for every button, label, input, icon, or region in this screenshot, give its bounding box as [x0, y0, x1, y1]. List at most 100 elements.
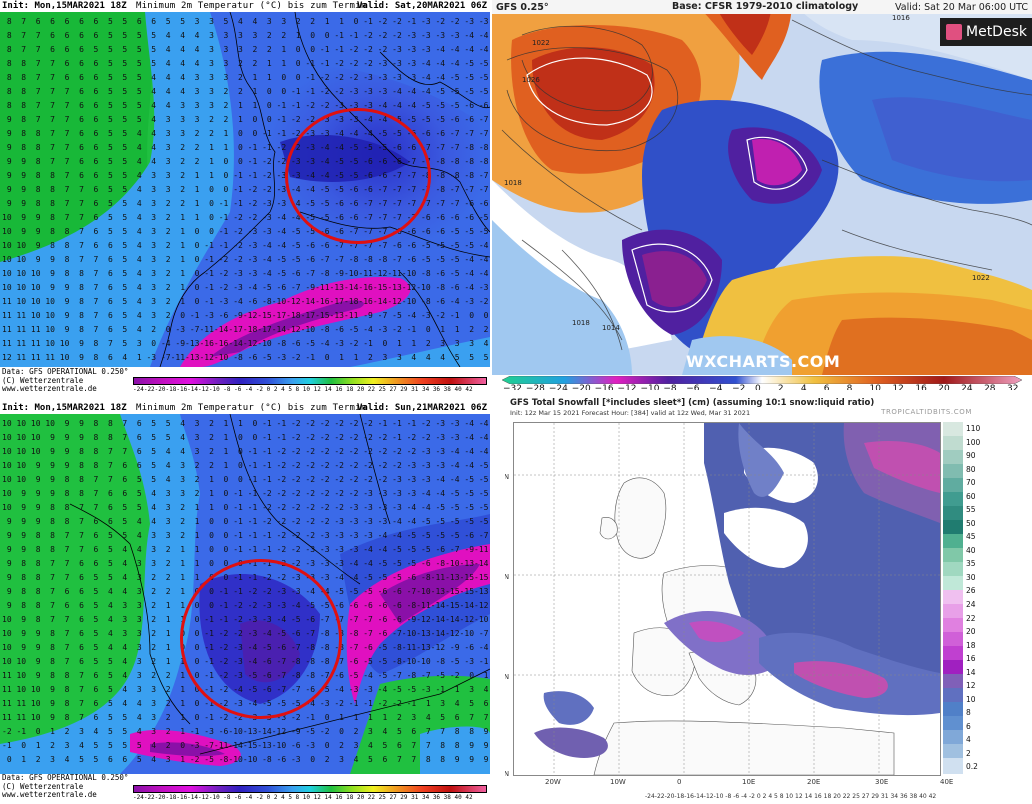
longitude-label: 0 [677, 778, 682, 786]
map-footer: Data: GFS OPERATIONAL 0.250° (C) Wetterz… [2, 773, 128, 800]
svg-text:10 9 9 9 8 8 7 6 6 5: 10 9 9 9 8 8 7 6 6 5 4 3 3 2 1 0 -1 -1 -… [2, 489, 490, 498]
colorbar-tick-label: −20 [571, 384, 591, 390]
temperature-scale-labels: -24-22-20-18-16-14-12-10 -8 -6 -4 -2 0 2… [133, 386, 473, 393]
data-source: Data: GFS OPERATIONAL 0.250° [2, 367, 129, 376]
temperature-scale-bar [133, 785, 487, 793]
svg-text:11 11 11 10 10 9 8 7 5 3: 11 11 11 10 10 9 8 7 5 3 0 -4 -9-13-16-1… [2, 339, 490, 348]
legend-tick-label: 24 [966, 600, 976, 609]
base-label: Base: CFSR 1979-2010 climatology [672, 1, 859, 12]
longitude-label: 20E [807, 778, 821, 786]
legend-tick-label: 35 [966, 559, 976, 569]
colorbar-tick-label: 6 [823, 384, 830, 390]
svg-text:-2 -1 0 1 2 3 4 5 5 4: -2 -1 0 1 2 3 4 5 5 4 3 2 1 -1 -3 -6-10-… [2, 727, 490, 736]
legend-tick-label: 6 [966, 721, 971, 731]
colorbar-tick-label: −6 [686, 384, 700, 390]
colorbar-tick-label: −8 [663, 384, 677, 390]
legend-tick-label: 0.2 [966, 762, 978, 772]
colorbar-tick-label: 8 [846, 384, 853, 390]
legend-tick-label: 60 [966, 491, 976, 501]
latitude-label: 40N [505, 673, 510, 681]
longitude-label: 40E [940, 778, 954, 786]
map-header: Init: Mon,15MAR2021 18Z Minimum 2m Tempe… [0, 402, 490, 414]
colorbar-tick-label: 0 [755, 384, 761, 390]
copyright: (C) Wetterzentrale [2, 375, 84, 385]
legend-tick-label: 14 [966, 667, 976, 677]
svg-text:9 8 8 7 7 6 6 5 5 4: 9 8 8 7 7 6 6 5 5 4 4 3 2 2 1 1 0 -1 -1 … [2, 143, 490, 152]
svg-text:0 1 2 3 4 5 5 6 6 5: 0 1 2 3 4 5 5 6 6 5 4 3 1 -2 -5 -8-10-10… [2, 755, 490, 764]
copyright: (C) Wetterzentrale [2, 781, 84, 791]
svg-text:1022: 1022 [972, 274, 990, 282]
colorbar-tick-label: 4 [800, 384, 807, 390]
svg-text:10 9 9 8 7 7 6 5 5 4: 10 9 9 8 7 7 6 5 5 4 3 2 1 1 0 -1 -2 -2 … [2, 213, 490, 222]
svg-text:10 10 10 9 9 9 8 8 7 6: 10 10 10 9 9 9 8 8 7 6 5 5 4 3 2 1 0 0 -… [2, 433, 490, 442]
svg-text:8 8 7 7 7 6 6 5 5 5: 8 8 7 7 7 6 6 5 5 5 4 4 3 3 3 2 1 1 0 -1… [2, 101, 490, 110]
temperature-scale-labels: -24-22-20-18-16-14-12-10 -8 -6 -4 -2 0 2… [133, 794, 473, 801]
svg-text:10 10 9 9 8 7 7 6 5 4: 10 10 9 9 8 7 7 6 5 4 3 2 1 0 -1 -2 -2 -… [2, 255, 490, 264]
svg-text:9 9 8 7 7 6 6 5 5 4: 9 9 8 7 7 6 6 5 5 4 4 3 2 2 1 0 0 -1 -2 … [2, 157, 490, 166]
svg-text:8 7 6 6 6 6 6 5 5 6: 8 7 6 6 6 6 6 5 5 6 6 5 5 3 3 5 4 4 3 3 … [2, 17, 490, 26]
svg-text:1026: 1026 [522, 76, 540, 84]
wz-map-panel-2: Init: Mon,15MAR2021 18Z Minimum 2m Tempe… [0, 402, 490, 804]
logo-text: MetDesk [966, 24, 1027, 40]
colorbar-tick-label: −16 [594, 384, 614, 390]
latitude-label: 60N [505, 473, 510, 481]
colorbar-tick-label: 24 [961, 384, 973, 390]
svg-text:9 9 8 8 7 6 6 5 5 4: 9 9 8 8 7 6 6 5 5 4 3 3 2 1 1 0 -1 -1 -2… [2, 171, 490, 180]
temperature-scale-bar [133, 377, 487, 385]
svg-text:10 10 9 8 8 7 6 6 5 4: 10 10 9 8 8 7 6 6 5 4 3 2 1 0 -1 -1 -2 -… [2, 241, 490, 250]
legend-tick-label: 90 [966, 451, 976, 461]
svg-text:9 9 8 8 7 7 6 5 5 4: 9 9 8 8 7 7 6 5 5 4 3 2 2 1 0 -1 -1 -2 -… [2, 199, 490, 208]
legend-tick-label: 100 [966, 437, 981, 447]
svg-text:8 7 7 6 6 6 5 5 5 5: 8 7 7 6 6 6 5 5 5 5 5 4 4 4 3 3 3 2 2 1 … [2, 45, 490, 54]
colorbar-tick-label: −10 [640, 384, 660, 390]
highlight-circle [285, 108, 431, 244]
svg-text:8 8 7 7 6 6 6 5 5 5: 8 8 7 7 6 6 6 5 5 5 4 4 4 3 3 3 2 1 1 0 … [2, 73, 490, 82]
highlight-circle [180, 559, 342, 719]
colorbar-tick-label: −24 [548, 384, 568, 390]
colorbar-tick-label: 20 [938, 384, 950, 390]
svg-text:8 8 7 7 7 6 6 5 5 5: 8 8 7 7 7 6 6 5 5 5 4 4 4 3 3 2 2 1 0 0 … [2, 87, 490, 96]
svg-text:8 7 7 6 6 6 6 5 5 5: 8 7 7 6 6 6 6 5 5 5 5 4 4 4 3 3 3 3 2 2 … [2, 31, 490, 40]
colorbar-tick-label: −4 [709, 384, 723, 390]
colorbar-labels: −32 −28 −24 −20 −16 −12 −10 −8 −6 −4 −2 0 2 4 6 8 10 12 16… [492, 384, 1032, 390]
svg-text:9 9 8 8 7 7 6 5 5 4: 9 9 8 8 7 7 6 5 5 4 3 3 2 1 0 0 -1 -2 -2… [2, 185, 490, 194]
svg-text:1018: 1018 [504, 179, 522, 187]
legend-tick-label: 18 [966, 640, 976, 650]
colorbar-tick-label: −28 [525, 384, 545, 390]
site-url: www.wetterzentrale.de [2, 384, 97, 393]
colorbar-tick-label: 12 [892, 384, 904, 390]
svg-text:1016: 1016 [892, 14, 910, 22]
metdesk-logo: MetDesk [940, 18, 1032, 46]
svg-text:10 10 10 10 9 9 8 8 7 6: 10 10 10 10 9 9 8 8 7 6 5 5 4 3 2 1 1 0 … [2, 419, 490, 428]
wxcharts-watermark: WXCHARTS.COM [686, 352, 841, 371]
svg-text:9 9 8 8 7 7 6 5 5 4: 9 9 8 8 7 7 6 5 5 4 3 3 2 1 0 0 -1 -1 -1… [2, 531, 490, 540]
legend-tick-label: 110 [966, 424, 981, 433]
colorbar-tick-label: 16 [915, 384, 927, 390]
svg-text:1022: 1022 [532, 39, 550, 47]
svg-text:11 11 11 10 9 8 7 6 5 4: 11 11 11 10 9 8 7 6 5 4 2 0 -3 -7-11-14-… [2, 325, 490, 334]
legend-tick-label: 30 [966, 572, 976, 582]
svg-text:9 9 8 8 7 7 6 5 4 4: 9 9 8 8 7 7 6 5 4 4 3 2 1 1 0 0 -1 -1 -1… [2, 545, 490, 554]
longitude-label: 10E [742, 778, 756, 786]
svg-text:12 11 11 11 10 9 8 6 4 1: 12 11 11 11 10 9 8 6 4 1 -3 -7-11-13-12-… [2, 353, 490, 362]
svg-text:9 8 8 7 7 6 6 5 5 4: 9 8 8 7 7 6 6 5 5 4 4 3 3 2 2 1 0 0 -1 -… [2, 129, 490, 138]
legend-tick-label: 10 [966, 694, 976, 704]
legend-tick-label: 16 [966, 654, 976, 664]
svg-text:-1 0 1 2 3 4 5 5 5 5: -1 0 1 2 3 4 5 5 5 5 4 2 0 -3 -7-11-14-1… [2, 741, 490, 750]
svg-text:11 11 10 10 9 8 7 6 5 4: 11 11 10 10 9 8 7 6 5 4 3 2 0 -1 -3 -6 -… [2, 311, 490, 320]
anomaly-header: GFS 0.25° Base: CFSR 1979-2010 climatolo… [492, 0, 1032, 14]
longitude-label: 20W [545, 778, 561, 786]
grid-values: 8 7 6 6 6 6 6 5 5 6 6 5 5 3 3 5 4 4 3 3 … [2, 17, 490, 362]
snowfall-subtitle: Init: 12z Mar 15 2021 Forecast Hour: [38… [510, 409, 751, 417]
map-title: Minimum 2m Temperatur (°C) bis zum Termi… [136, 403, 367, 413]
legend-tick-label: 26 [966, 586, 976, 596]
site-url: www.wetterzentrale.de [2, 790, 97, 799]
svg-text:9 9 9 8 8 7 6 6 5 4: 9 9 9 8 8 7 6 6 5 4 4 3 2 1 0 0 -1 -1 -2… [2, 517, 490, 526]
svg-text:11 10 10 10 9 8 7 6 5 4: 11 10 10 10 9 8 7 6 5 4 3 2 1 0 -1 -3 -4… [2, 297, 490, 306]
tropicaltidbits-brand: TROPICALTIDBITS.COM [881, 408, 972, 416]
svg-text:10 10 10 9 9 8 8 7 7 6: 10 10 10 9 9 8 8 7 7 6 5 4 4 3 2 1 0 -1 … [2, 447, 490, 456]
legend-tick-label: 22 [966, 613, 976, 623]
svg-text:8 8 7 7 6 6 6 5 5 5: 8 8 7 7 6 6 6 5 5 5 5 4 4 4 3 3 2 2 1 1 … [2, 59, 490, 68]
svg-text:10 9 9 8 8 7 7 6 5 5: 10 9 9 8 8 7 7 6 5 5 4 3 2 1 1 0 -1 -1 -… [2, 503, 490, 512]
svg-text:1014: 1014 [602, 324, 620, 332]
